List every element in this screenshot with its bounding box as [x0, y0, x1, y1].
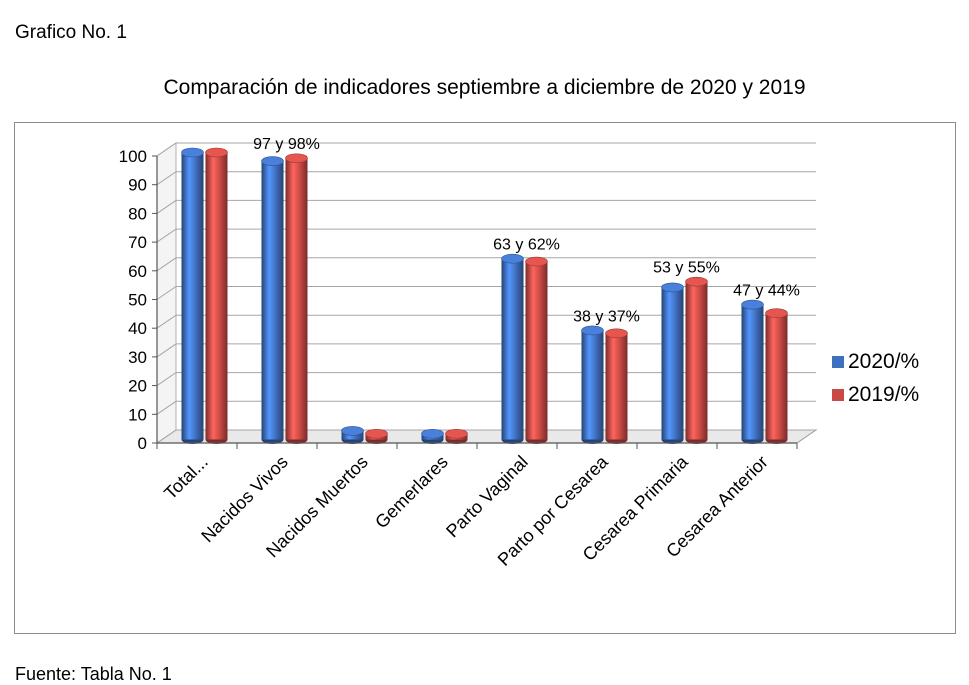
legend-swatch-2019: [832, 388, 844, 401]
y-tick-label: 60: [128, 262, 147, 281]
chart-frame: [14, 122, 956, 634]
bar-top: [685, 276, 708, 287]
data-label: 38 y 37%: [573, 308, 640, 325]
bar-top: [365, 428, 388, 439]
legend-item-2019: 2019/%: [832, 378, 919, 411]
figure-label: Grafico No. 1: [15, 22, 127, 43]
gridlines: [156, 142, 816, 444]
x-tick-label-total: Total...: [160, 452, 212, 504]
gridline: [156, 257, 816, 272]
y-tick-label: 70: [128, 233, 147, 252]
bar-cesarea-anterior-2019: [765, 308, 788, 444]
bar-parto-vaginal-2020: [501, 253, 524, 444]
gridline: [156, 228, 816, 243]
bar-top: [205, 147, 228, 158]
y-tick-label: 10: [128, 405, 147, 424]
y-tick-label: 90: [128, 176, 147, 195]
bar-top: [285, 153, 308, 164]
bar-top: [181, 147, 204, 158]
bar-body: [285, 158, 308, 440]
bar-cesarea-anterior-2020: [741, 299, 764, 444]
data-labels: 97 y 98% 63 y 62% 38 y 37% 53 y 55% 47 y 44%: [253, 136, 800, 325]
bar-total-2020: [181, 147, 204, 444]
legend-swatch-2020: [832, 355, 844, 368]
data-label: 63 y 62%: [493, 237, 560, 254]
bar-top: [341, 426, 364, 436]
bar-body: [501, 258, 524, 440]
bar-parto-vaginal-2019: [525, 256, 548, 444]
bar-body: [181, 152, 204, 440]
bar-body: [661, 287, 684, 440]
bar-nacidos-muertos-2019: [365, 428, 388, 444]
bars: [181, 147, 788, 444]
source-note: Fuente: Tabla No. 1: [15, 664, 172, 684]
bar-top: [765, 308, 788, 319]
bar-gemerlares-2020: [421, 428, 444, 444]
x-tick-label-parto-vaginal: Parto Vaginal: [442, 452, 532, 542]
chart-walls: [155, 142, 818, 444]
bar-top: [501, 253, 524, 264]
bar-nacidos-vivos-2019: [285, 153, 308, 444]
gridline: [156, 171, 816, 186]
y-tick-label: 100: [119, 147, 147, 166]
y-tick-label: 0: [138, 434, 147, 453]
gridline: [156, 286, 816, 300]
bar-top: [741, 299, 764, 310]
bar-total-2019: [205, 147, 228, 444]
bar-body: [741, 304, 764, 440]
chart-floor: [155, 429, 818, 444]
data-label: 53 y 55%: [653, 260, 720, 277]
bar-body: [205, 152, 228, 440]
bar-body: [525, 261, 548, 440]
gridline: [156, 372, 816, 387]
bar-top: [605, 328, 628, 339]
gridline: [156, 343, 816, 358]
legend: 2020/% 2019/%: [832, 345, 919, 411]
bar-body: [261, 161, 284, 440]
y-tick-label: 80: [128, 204, 147, 223]
data-label: 97 y 98%: [253, 136, 320, 153]
x-tick-label-gemerlares: Gemerlares: [371, 452, 452, 533]
gridline: [156, 142, 816, 157]
gridline: [156, 199, 816, 214]
legend-item-2020: 2020/%: [832, 345, 919, 378]
bar-nacidos-muertos-2020: [341, 426, 364, 444]
bar-body: [581, 330, 604, 440]
bar-cesarea-primaria-2020: [661, 282, 684, 444]
data-label: 47 y 44%: [733, 283, 800, 300]
chart-title: Comparación de indicadores septiembre a …: [163, 76, 806, 99]
bar-nacidos-vivos-2020: [261, 156, 284, 444]
bar-body: [685, 281, 708, 440]
legend-label-2019: 2019/%: [848, 382, 920, 406]
y-tick-label: 40: [128, 319, 147, 338]
bar-top: [445, 428, 468, 439]
gridline: [156, 314, 816, 329]
y-tick-label: 30: [128, 348, 147, 367]
y-axis: 0 10 20 30 40 50 60 70 80 90 100: [119, 147, 158, 453]
bar-top: [525, 256, 548, 267]
y-tick-label: 50: [128, 291, 147, 310]
y-tick-label: 20: [128, 377, 147, 396]
bar-body: [605, 333, 628, 440]
bar-top: [581, 325, 604, 336]
bar-top: [421, 428, 444, 439]
bar-top: [661, 282, 684, 293]
gridline: [156, 400, 816, 415]
bar-cesarea-primaria-2019: [685, 276, 708, 444]
bar-parto-por-cesarea-2019: [605, 328, 628, 444]
bar-gemerlares-2019: [445, 428, 468, 444]
bar-top: [261, 156, 284, 166]
bar-body: [765, 313, 788, 440]
bar-parto-por-cesarea-2020: [581, 325, 604, 444]
legend-label-2020: 2020/%: [848, 349, 920, 373]
